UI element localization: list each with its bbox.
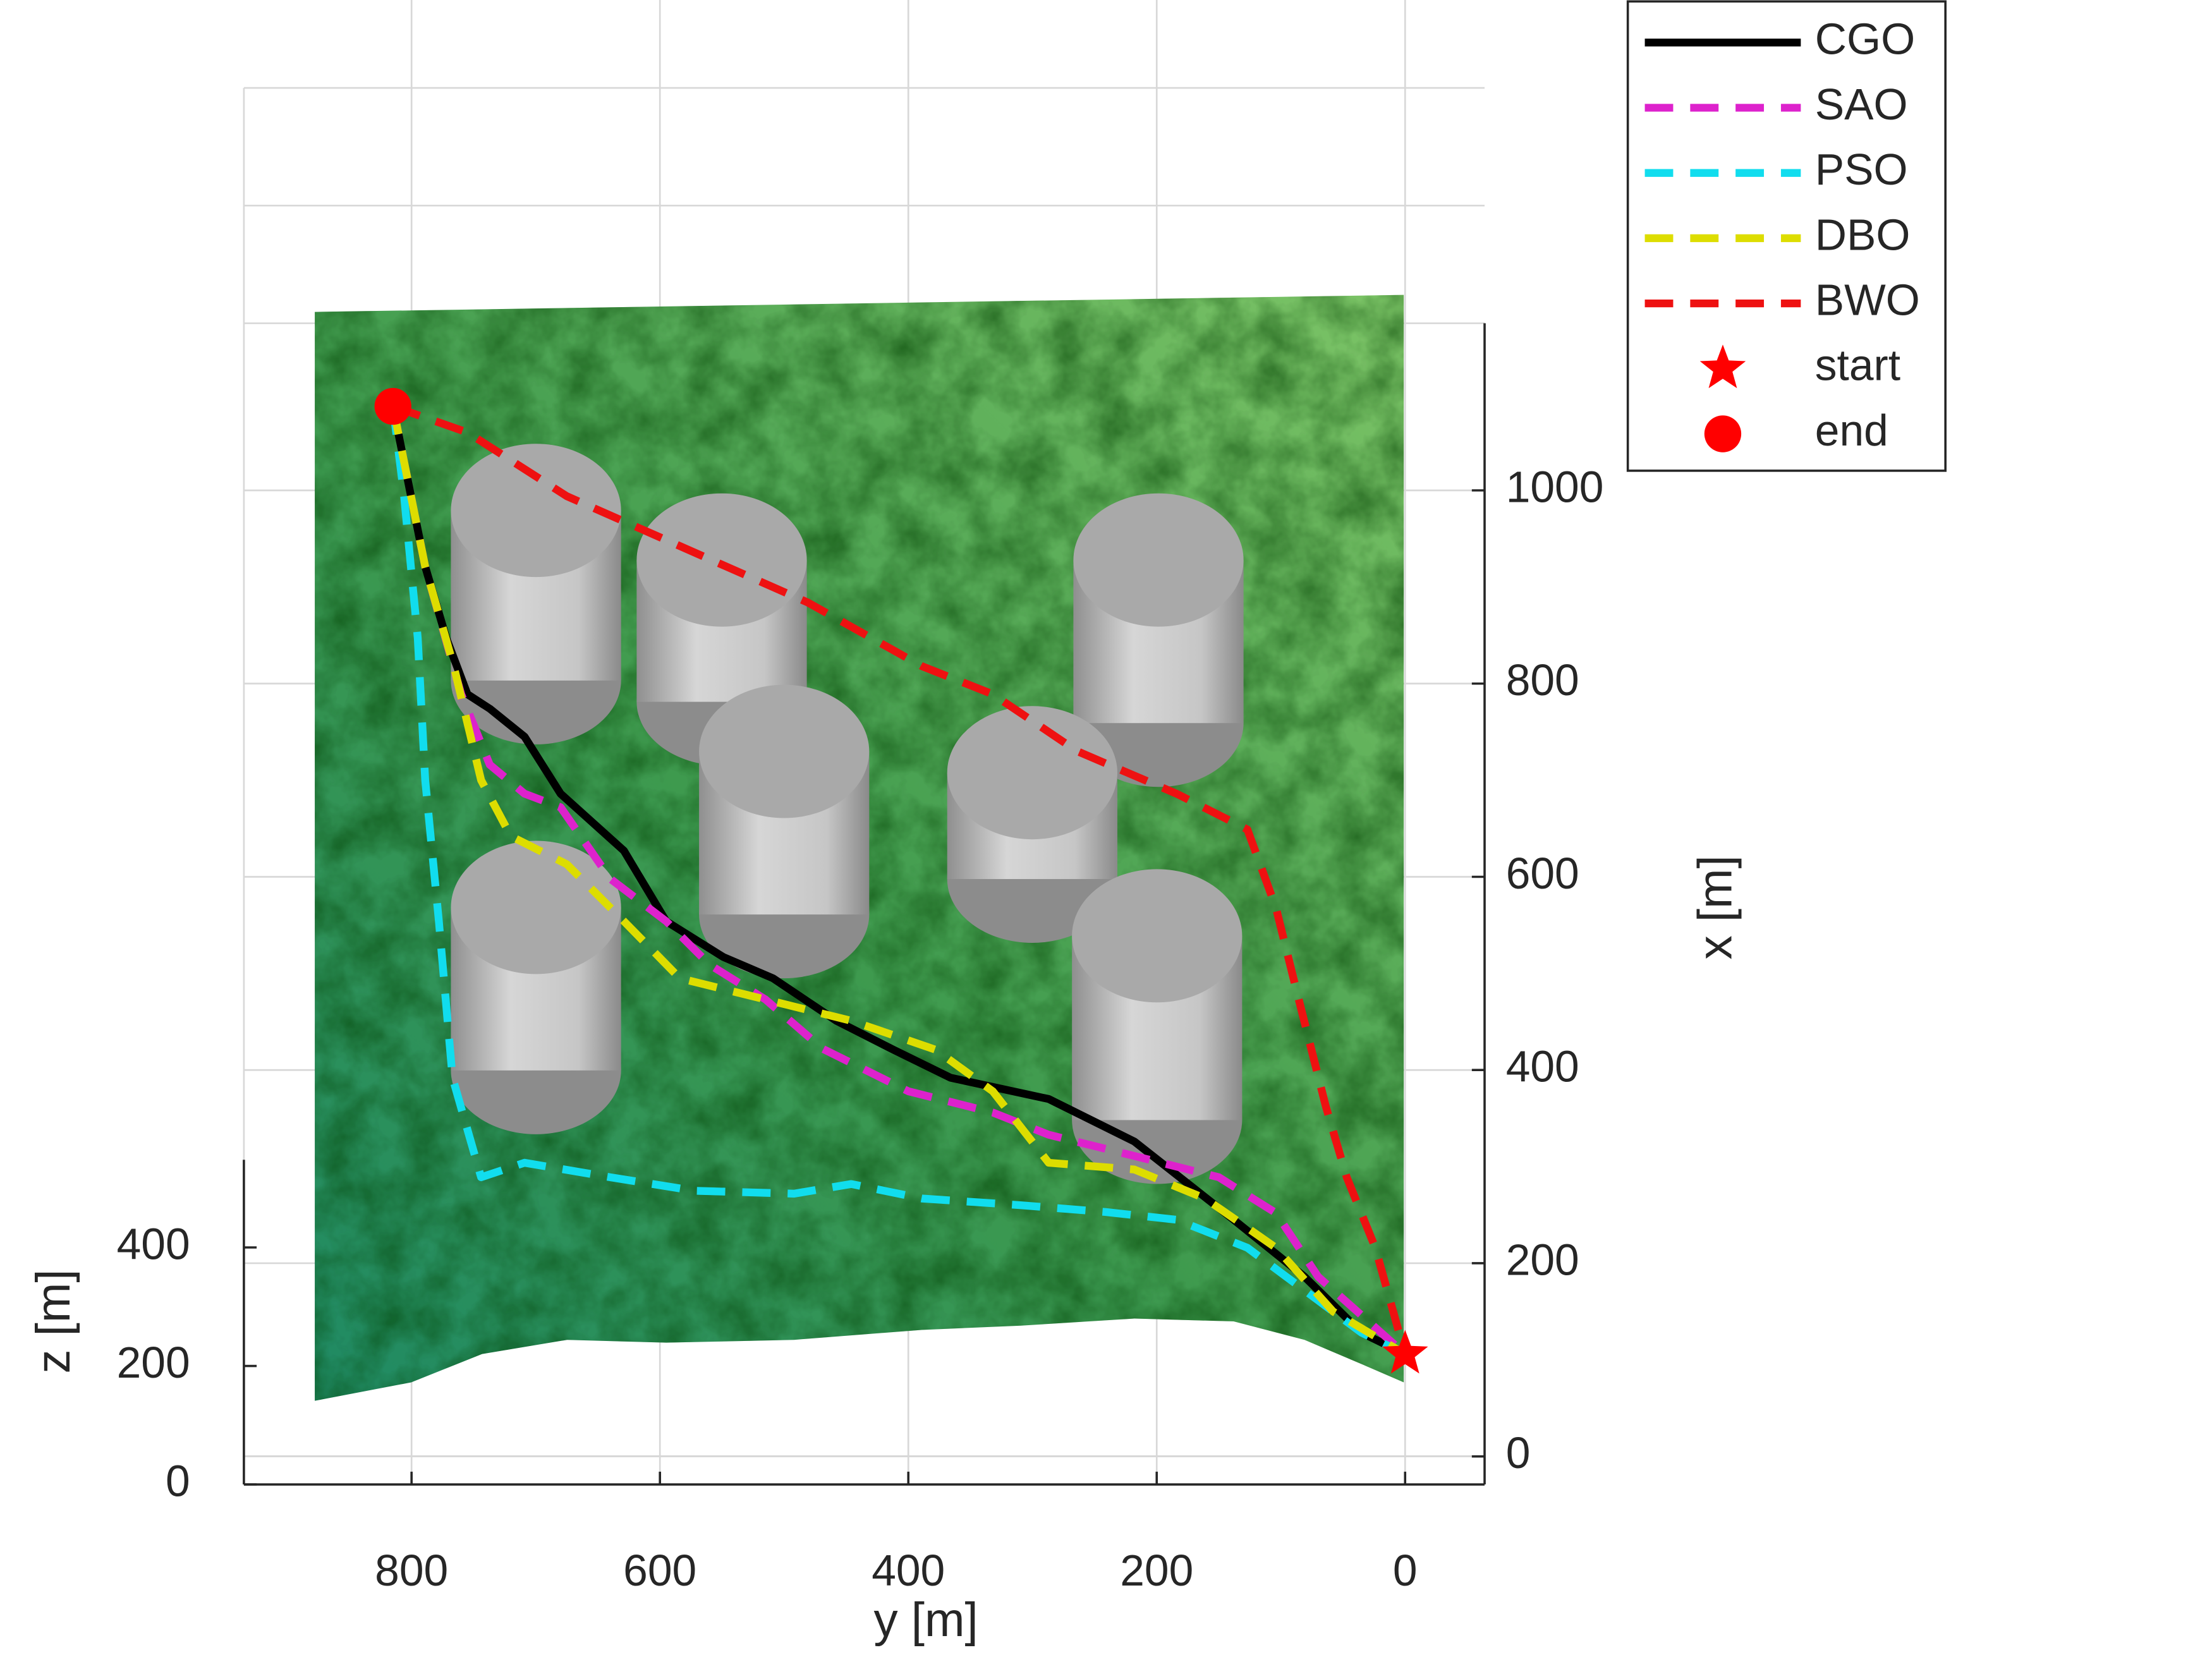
- axes: [243, 323, 1486, 1486]
- series-line: [391, 403, 1409, 1356]
- z-tick-label: 200: [117, 1338, 190, 1387]
- obstacle-top: [699, 684, 870, 818]
- end-marker: [374, 387, 411, 425]
- x-tick-label: 200: [1120, 1546, 1193, 1595]
- legend-label: BWO: [1815, 276, 1920, 325]
- x-axis-label: y [m]: [873, 1593, 978, 1647]
- right-tick-label: 200: [1506, 1235, 1579, 1284]
- legend-label: PSO: [1815, 145, 1908, 194]
- series-line: [389, 406, 1407, 1358]
- legend-swatch: [1699, 344, 1746, 389]
- obstacle-top: [947, 706, 1117, 840]
- x-tick-label: 400: [872, 1546, 945, 1595]
- z-tick-label: 400: [117, 1219, 190, 1268]
- legend-label: DBO: [1815, 210, 1911, 259]
- legend-label: end: [1815, 406, 1888, 455]
- right-tick-label: 1000: [1506, 462, 1604, 511]
- obstacles: [451, 444, 1244, 1184]
- legend: CGO SAO PSO DBO BWO start end: [1626, 0, 1947, 472]
- plot-area: [374, 387, 1428, 1374]
- z-tick-label: 0: [166, 1456, 190, 1505]
- legend-label: start: [1815, 341, 1900, 390]
- legend-swatch: [1704, 415, 1742, 452]
- obstacle-top: [1073, 493, 1244, 627]
- x-tick-label: 600: [623, 1546, 696, 1595]
- series-line: [389, 405, 1408, 1357]
- obstacle-top: [451, 444, 621, 578]
- right-tick-label: 800: [1506, 655, 1579, 705]
- start-marker: [1382, 1330, 1428, 1374]
- series-line: [389, 405, 1407, 1357]
- right-tick-label: 400: [1506, 1042, 1579, 1091]
- x-tick-label: 800: [375, 1546, 448, 1595]
- right-axis-label: x [m]: [1688, 855, 1742, 959]
- right-tick-label: 600: [1506, 849, 1579, 898]
- right-tick-label: 0: [1506, 1428, 1531, 1477]
- legend-label: SAO: [1815, 80, 1908, 129]
- z-axis-label: z [m]: [27, 1269, 80, 1373]
- obstacle-top: [1072, 869, 1243, 1003]
- legend-label: CGO: [1815, 15, 1915, 64]
- x-tick-label: 0: [1393, 1546, 1418, 1595]
- obstacle-top: [636, 493, 807, 627]
